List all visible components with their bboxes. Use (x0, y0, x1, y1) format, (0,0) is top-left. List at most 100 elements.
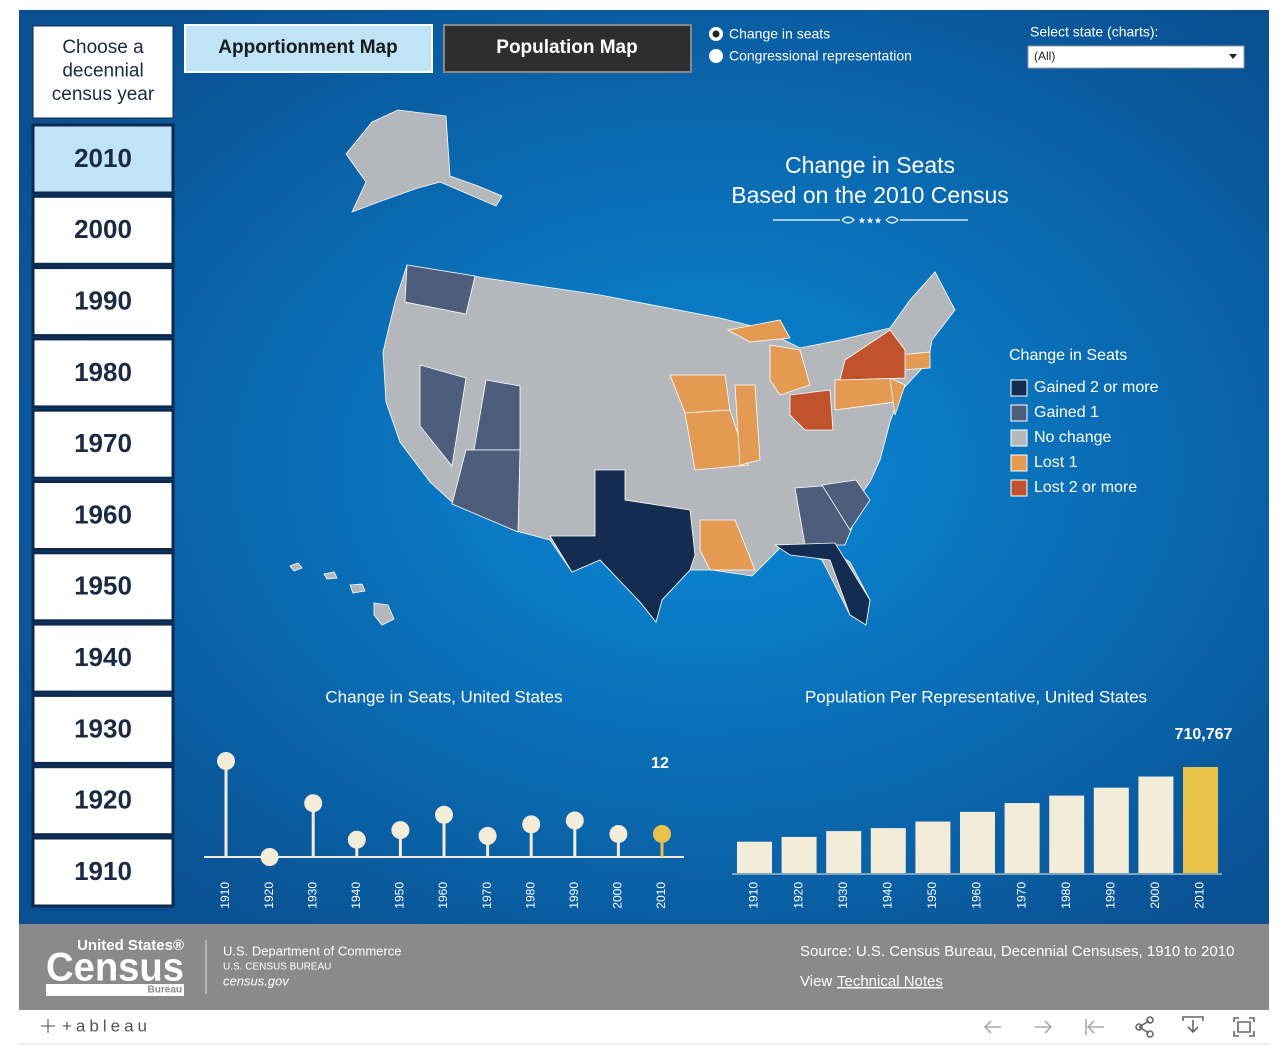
year-button[interactable] (31, 622, 175, 694)
year-button[interactable] (31, 123, 175, 195)
x-tick-label: 2000 (611, 882, 625, 909)
state-lost-1 (769, 344, 811, 396)
year-button[interactable] (31, 337, 175, 409)
x-tick-label: 2010 (654, 882, 668, 909)
year-label[interactable]: 2000 (74, 214, 132, 244)
year-button[interactable] (31, 480, 175, 551)
year-label[interactable]: 1990 (74, 285, 132, 315)
fullscreen-icon[interactable] (1233, 1017, 1255, 1037)
logo-bar (46, 984, 184, 996)
lollipop-head (260, 848, 279, 866)
lollipop-head (653, 824, 671, 843)
radio-label[interactable]: Congressional representation (729, 48, 912, 64)
year-button[interactable] (31, 551, 175, 623)
year-label[interactable]: 1910 (74, 856, 132, 886)
bar (826, 831, 862, 873)
year-label[interactable]: 1930 (74, 713, 132, 743)
x-tick-label: 1940 (880, 882, 894, 909)
legend-swatch (1010, 404, 1028, 422)
year-button[interactable] (31, 836, 175, 908)
state-dropdown[interactable] (1027, 45, 1245, 69)
redo-icon[interactable] (1035, 1020, 1053, 1034)
x-tick-label: 1990 (1103, 882, 1117, 909)
footer-site[interactable]: census.gov (223, 973, 290, 988)
lollipop-head (609, 824, 628, 843)
bar (915, 821, 951, 873)
data-label: 710,767 (1175, 726, 1233, 743)
year-button[interactable] (31, 266, 175, 338)
legend-label: Gained 2 or more (1034, 379, 1159, 396)
bar (737, 841, 772, 873)
year-label[interactable]: 1980 (74, 357, 132, 387)
x-tick-label: 1970 (480, 882, 494, 909)
year-button[interactable] (31, 765, 175, 837)
x-tick-label: 1950 (393, 882, 407, 909)
year-label[interactable]: 2010 (74, 143, 132, 173)
tab-apportionment[interactable] (184, 24, 433, 73)
state-lost-1 (734, 384, 761, 466)
technical-notes-link[interactable]: Technical Notes (837, 973, 943, 990)
dropdown-arrow[interactable] (1229, 54, 1237, 59)
undo-icon[interactable] (983, 1020, 1001, 1034)
lollipop-head (522, 815, 541, 834)
bar (1138, 776, 1174, 873)
lollipop-head (217, 752, 235, 770)
lollipop-head (478, 826, 497, 845)
x-tick-label: 1920 (262, 882, 276, 909)
tab-label[interactable]: Population Map (496, 37, 637, 58)
ornament-stars: ★★★ (858, 215, 882, 225)
dropdown-value[interactable]: (All) (1034, 49, 1055, 63)
lollipop-head (435, 805, 453, 824)
bar (1093, 787, 1129, 873)
x-tick-label: 1940 (349, 882, 363, 909)
x-tick-label: 2010 (1193, 882, 1207, 909)
download-icon[interactable] (1182, 1016, 1204, 1034)
tab-population[interactable] (443, 24, 692, 73)
footer-dept: U.S. Department of Commerce (223, 943, 401, 958)
year-button[interactable] (31, 194, 175, 266)
state-gained-1 (419, 364, 467, 467)
legend-label: Lost 1 (1034, 454, 1078, 471)
footer-view: View (800, 973, 832, 990)
radio-label[interactable]: Change in seats (729, 26, 830, 42)
state-gained-1 (821, 479, 871, 531)
state-lost-1 (684, 409, 749, 471)
x-tick-label: 1950 (925, 882, 939, 909)
x-tick-label: 2000 (1148, 882, 1162, 909)
revert-icon[interactable] (1085, 1019, 1104, 1035)
data-label: 12 (651, 755, 669, 772)
radio-button[interactable] (709, 49, 723, 63)
bar (1049, 795, 1085, 873)
year-label[interactable]: 1950 (74, 571, 132, 601)
legend: Gained 2 or more Gained 1 No change Lost 1 L… (1010, 379, 1159, 497)
x-tick-label: 1980 (1059, 882, 1073, 909)
x-tick-label: 1930 (305, 882, 319, 909)
chart-title: Population Per Representative, United St… (805, 687, 1147, 706)
sidebar-heading-box (32, 25, 174, 119)
tab-label[interactable]: Apportionment Map (218, 37, 397, 58)
alaska (345, 109, 503, 213)
x-tick-label: 1910 (747, 882, 761, 909)
tableau-brand[interactable]: +ableau (62, 1016, 151, 1035)
year-label[interactable]: 1970 (74, 428, 132, 458)
lollipop-head (565, 811, 584, 830)
year-label[interactable]: 1960 (74, 499, 132, 529)
x-tick-label: 1920 (791, 882, 805, 909)
bar (870, 828, 906, 873)
year-button[interactable] (31, 693, 175, 765)
charts: 1910 1920 1930 1940 1950 1960 1970 1980 1990 2000… (204, 726, 1233, 909)
bar (960, 811, 995, 873)
legend-label: No change (1034, 429, 1111, 446)
map-subtitle: Based on the 2010 Census (731, 182, 1008, 208)
x-tick-label: 1910 (218, 882, 232, 909)
legend-title: Change in Seats (1009, 347, 1127, 364)
year-label[interactable]: 1920 (74, 785, 132, 815)
sidebar-heading: decennial (62, 61, 143, 82)
year-button[interactable] (31, 408, 175, 480)
select-label: Select state (charts): (1030, 24, 1158, 40)
toolbar-icons (983, 1016, 1255, 1038)
lollipop-head (347, 830, 366, 849)
year-label[interactable]: 1940 (74, 642, 132, 672)
